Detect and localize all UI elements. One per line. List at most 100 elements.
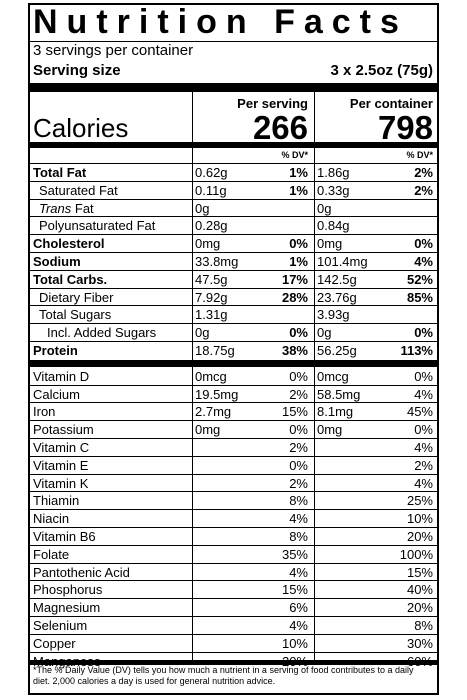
divider xyxy=(30,41,437,42)
nutrient-name: Thiamin xyxy=(33,493,80,509)
row-divider xyxy=(30,509,437,511)
dv-per-serving: 0% xyxy=(289,422,308,438)
nutrient-row: Iron 2.7mg 15% 8.1mg 45% xyxy=(30,403,437,421)
amount-per-container: 8.1mg xyxy=(317,404,354,420)
dv-per-serving: 4% xyxy=(289,511,308,527)
amount-per-serving: 1.31g xyxy=(195,307,228,323)
nutrient-name: Vitamin K xyxy=(33,475,89,491)
serving-size-label: Serving size xyxy=(33,62,121,79)
per-serving-header: Per serving xyxy=(237,96,308,111)
row-divider xyxy=(30,544,437,546)
servings-per-container: 3 servings per container xyxy=(33,42,194,59)
nutrient-name: Cholesterol xyxy=(33,236,105,252)
amount-per-serving: 47.5g xyxy=(195,271,228,287)
amount-per-serving: 0g xyxy=(195,325,210,341)
row-divider xyxy=(30,323,437,325)
dv-per-container: 45% xyxy=(406,404,433,420)
dv-per-serving: 15% xyxy=(281,582,308,598)
dv-per-container: 113% xyxy=(400,343,433,358)
thick-divider xyxy=(30,359,437,367)
amount-per-container: 0g xyxy=(317,325,332,341)
amount-per-container: 58.5mg xyxy=(317,386,361,402)
dv-per-container: 100% xyxy=(399,546,433,562)
dv-header-container: % DV* xyxy=(406,150,433,160)
dv-per-serving: 6% xyxy=(289,600,308,616)
column-divider xyxy=(314,92,315,662)
dv-per-serving: 17% xyxy=(281,271,308,287)
dv-per-serving: 1% xyxy=(289,182,308,198)
row-divider xyxy=(30,527,437,528)
dv-per-container: 52% xyxy=(406,271,433,287)
nutrition-facts-panel: Nutrition Facts 3 servings per container… xyxy=(28,3,439,695)
nutrient-name: Iron xyxy=(33,404,56,420)
nutrient-row: Pantothenic Acid 4% 15% xyxy=(30,564,437,582)
trans-italic-label: Trans xyxy=(39,200,72,216)
row-divider xyxy=(30,580,437,582)
dv-per-serving: 2% xyxy=(289,475,308,491)
dv-per-container: 25% xyxy=(406,493,433,509)
row-divider xyxy=(30,269,437,271)
dv-per-serving: 38% xyxy=(281,343,308,358)
dv-per-container: 0% xyxy=(414,236,433,252)
dv-per-serving: 1% xyxy=(289,165,308,180)
dv-per-container: 20% xyxy=(406,529,433,544)
amount-per-container: 0mg xyxy=(317,236,343,252)
amount-per-container: 23.76g xyxy=(317,289,357,305)
dv-per-container: 0% xyxy=(414,368,433,384)
nutrient-row: Incl. Added Sugars 0g 0% 0g 0% xyxy=(30,324,437,342)
row-divider xyxy=(30,491,437,493)
amount-per-serving: 18.75g xyxy=(195,343,235,358)
amount-per-container: 3.93g xyxy=(317,307,350,323)
amount-per-serving: 0mg xyxy=(195,236,221,252)
dv-per-serving: 8% xyxy=(289,493,308,509)
dv-per-container: 8% xyxy=(414,618,433,633)
nutrient-row: Niacin 4% 10% xyxy=(30,510,437,528)
nutrient-name: Copper xyxy=(33,635,76,651)
dv-per-container: 40% xyxy=(406,582,433,598)
nutrient-name: Vitamin E xyxy=(33,457,89,473)
dv-per-serving: 0% xyxy=(289,457,308,473)
amount-per-container: 0.33g xyxy=(317,182,350,198)
nutrient-row: Thiamin 8% 25% xyxy=(30,492,437,510)
nutrient-name: Incl. Added Sugars xyxy=(47,325,157,341)
dv-per-container: 85% xyxy=(406,289,433,305)
nutrient-row: Selenium 4% 8% xyxy=(30,617,437,635)
amount-per-serving: 0.28g xyxy=(195,218,228,234)
dv-per-container: 4% xyxy=(414,475,433,491)
dv-per-serving: 0% xyxy=(289,368,308,384)
dv-per-container: 2% xyxy=(414,165,433,180)
dv-per-container: 10% xyxy=(406,511,433,527)
dv-per-serving: 0% xyxy=(289,325,308,341)
per-container-header: Per container xyxy=(349,96,433,111)
amount-per-serving: 2.7mg xyxy=(195,404,232,420)
amount-per-container: 0mg xyxy=(317,422,343,438)
row-divider xyxy=(30,562,437,564)
amount-per-serving: 0g xyxy=(195,200,210,216)
trans-fat-label: Fat xyxy=(71,200,94,216)
amount-per-container: 0.84g xyxy=(317,218,350,234)
amount-per-serving: 0.11g xyxy=(195,182,227,198)
thick-divider xyxy=(30,660,437,665)
row-divider xyxy=(30,402,437,404)
row-divider xyxy=(30,287,437,289)
row-divider xyxy=(30,473,437,475)
nutrient-name: Vitamin C xyxy=(33,440,90,455)
amount-per-container: 101.4mg xyxy=(317,254,368,269)
nutrient-name: Selenium xyxy=(33,618,88,633)
amount-per-container: 1.86g xyxy=(317,165,350,180)
calories-per-serving: 266 xyxy=(252,109,308,146)
dv-per-container: 0% xyxy=(414,325,433,341)
nutrient-row: Vitamin K 2% 4% xyxy=(30,475,437,493)
row-divider xyxy=(30,616,437,617)
nutrient-name: Vitamin B6 xyxy=(33,529,96,544)
nutrient-name: Sodium xyxy=(33,254,81,269)
amount-per-container: 142.5g xyxy=(317,271,357,287)
dv-per-serving: 1% xyxy=(289,254,308,269)
nutrient-row: Calcium 19.5mg 2% 58.5mg 4% xyxy=(30,386,437,404)
nutrient-name: Protein xyxy=(33,343,78,358)
dv-header-serving: % DV* xyxy=(281,150,308,160)
row-divider xyxy=(30,455,437,457)
nutrient-row: Potassium 0mg 0% 0mg 0% xyxy=(30,421,437,439)
nutrient-row: Polyunsaturated Fat 0.28g 0.84g xyxy=(30,217,437,235)
dv-per-serving: 15% xyxy=(281,404,308,420)
